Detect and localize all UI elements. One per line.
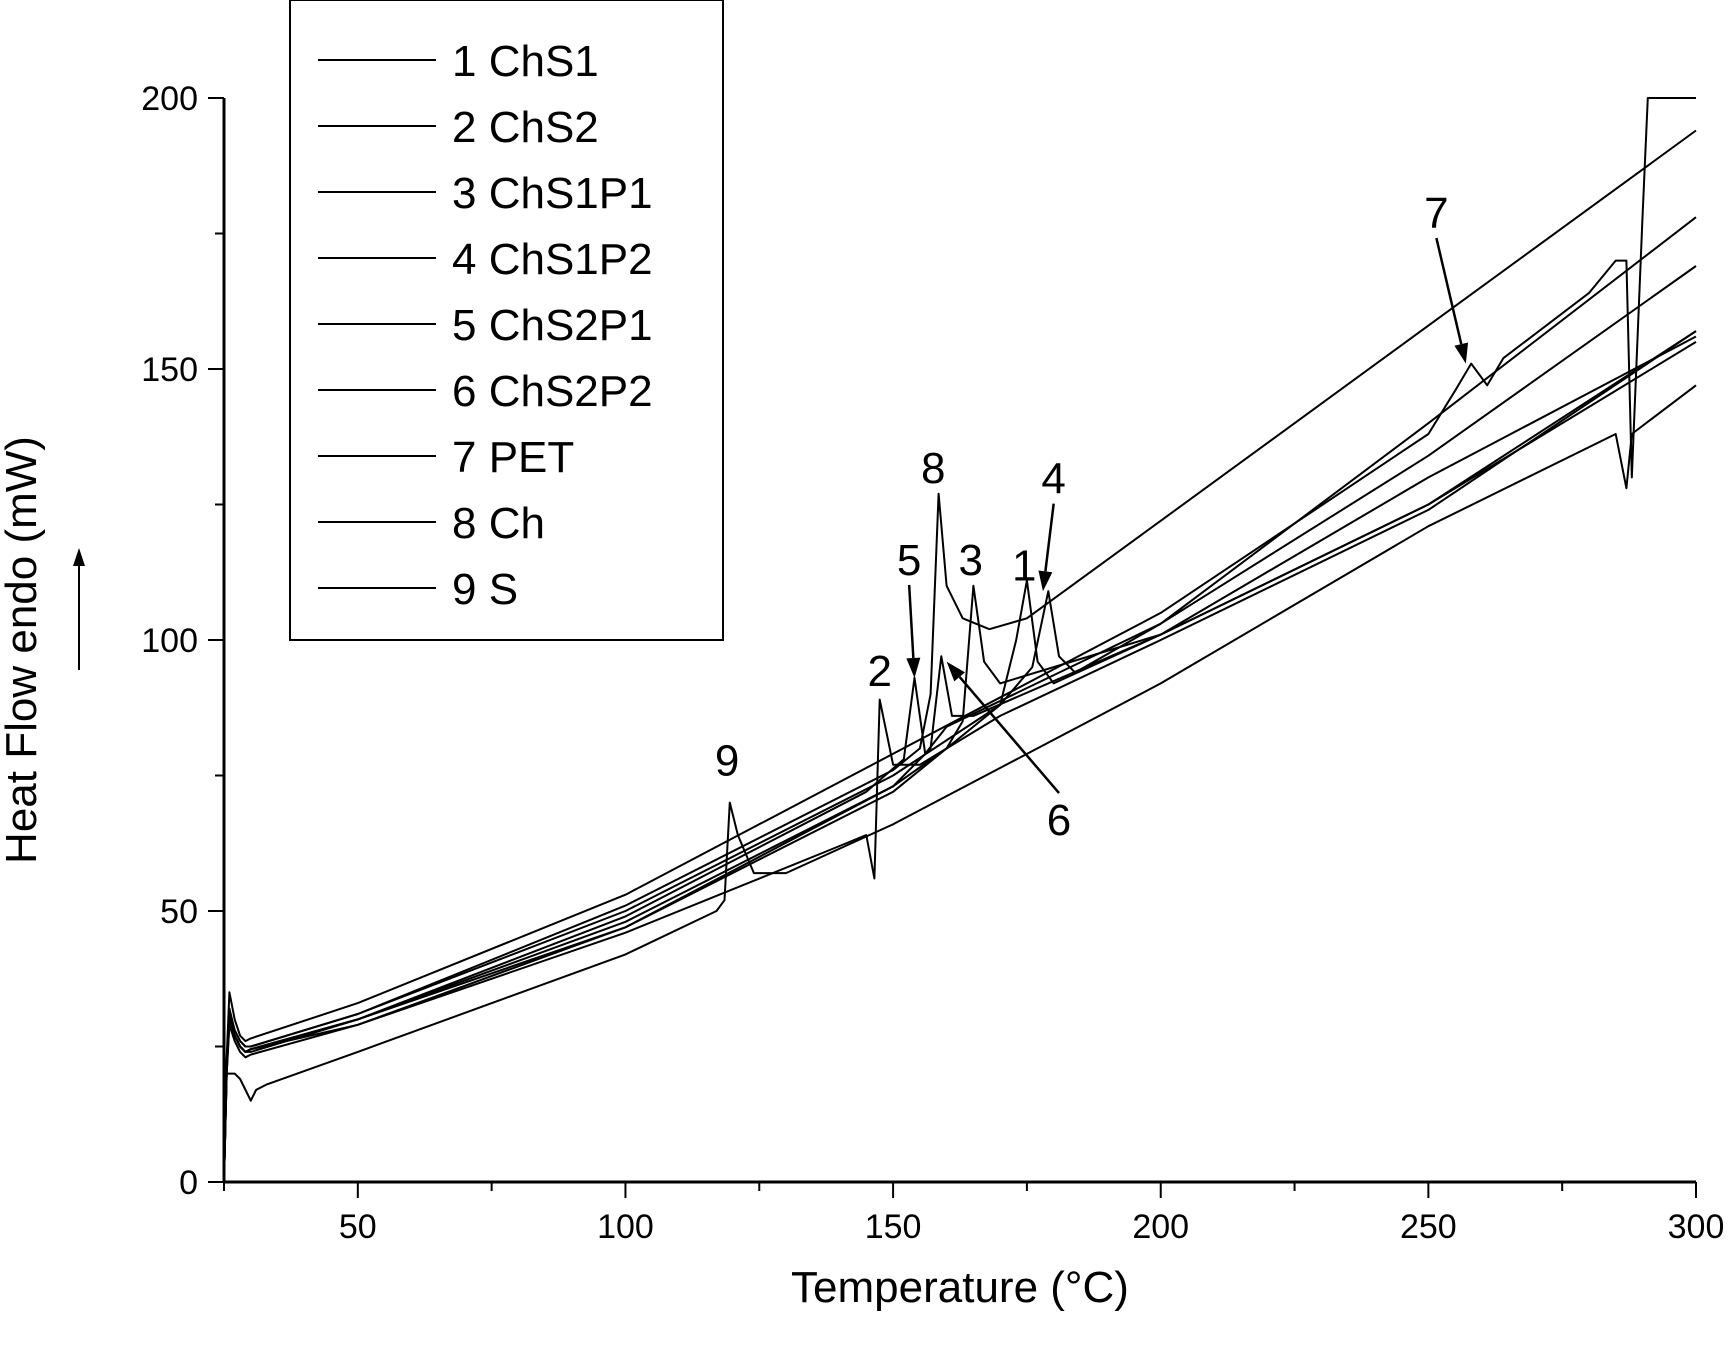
y-axis-direction-arrow — [73, 548, 85, 670]
y-axis-ticks: 0 50 100 150 200 — [141, 80, 224, 1202]
series-line-7 — [223, 97, 1696, 1183]
legend-label: 4 ChS1P2 — [452, 235, 653, 284]
annotation-label: 4 — [1041, 455, 1065, 504]
annotation-arrow-line — [1435, 237, 1463, 345]
x-tick-label: 300 — [1668, 1208, 1725, 1246]
annotation-arrow-line — [907, 584, 915, 659]
legend: 1 ChS1 2 ChS2 3 ChS1P1 4 ChS1P2 5 ChS2P1 6 Ch… — [289, 0, 724, 641]
y-axis-title: Heat Flow endo (mW) — [0, 436, 46, 864]
x-tick-label: 100 — [597, 1208, 654, 1246]
legend-label: 2 ChS2 — [452, 103, 599, 152]
x-axis-ticks: 50 100 150 200 250 300 — [223, 1182, 1725, 1246]
y-tick-label: 100 — [141, 622, 198, 660]
series-lines — [223, 97, 1697, 1183]
annotations: 9 2 583 14 6 7 — [715, 189, 1469, 845]
annotation-label: 2 — [867, 647, 891, 696]
legend-label: 5 ChS2P1 — [452, 301, 653, 350]
series-line-6 — [223, 335, 1697, 1183]
series-line-8 — [223, 129, 1697, 1183]
legend-label: 6 ChS2P2 — [452, 367, 653, 416]
series-line-2 — [223, 330, 1697, 1183]
series-line-9 — [223, 384, 1697, 1183]
x-axis-title: Temperature (°C) — [791, 1263, 1129, 1312]
annotation-arrow-head — [906, 657, 921, 678]
x-tick-label: 200 — [1132, 1208, 1189, 1246]
annotation-label: 8 — [921, 444, 945, 493]
annotation-label: 6 — [1047, 796, 1071, 845]
legend-label: 8 Ch — [452, 499, 545, 548]
y-tick-label: 150 — [141, 351, 198, 389]
annotation-label: 9 — [715, 737, 739, 786]
x-tick-label: 50 — [339, 1208, 377, 1246]
x-tick-label: 250 — [1400, 1208, 1457, 1246]
annotation-arrow-head — [946, 661, 965, 682]
legend-label: 1 ChS1 — [452, 37, 599, 86]
annotation-label: 7 — [1424, 189, 1448, 238]
legend-box — [289, 0, 724, 641]
legend-label: 9 S — [452, 565, 518, 614]
y-tick-label: 200 — [141, 80, 198, 118]
annotation-label: 3 — [958, 536, 982, 585]
y-tick-label: 50 — [160, 893, 198, 931]
annotation-arrow-head — [1038, 570, 1053, 592]
annotation-label: 1 — [1012, 541, 1036, 590]
annotation-arrow-head — [1454, 342, 1469, 364]
annotation-arrow-line — [1044, 503, 1055, 572]
annotation-label: 5 — [897, 536, 921, 585]
annotation-arrow-line — [958, 676, 1060, 794]
x-tick-label: 150 — [865, 1208, 922, 1246]
y-tick-label: 0 — [179, 1164, 198, 1202]
legend-label: 3 ChS1P1 — [452, 169, 653, 218]
legend-label: 7 PET — [452, 433, 574, 482]
